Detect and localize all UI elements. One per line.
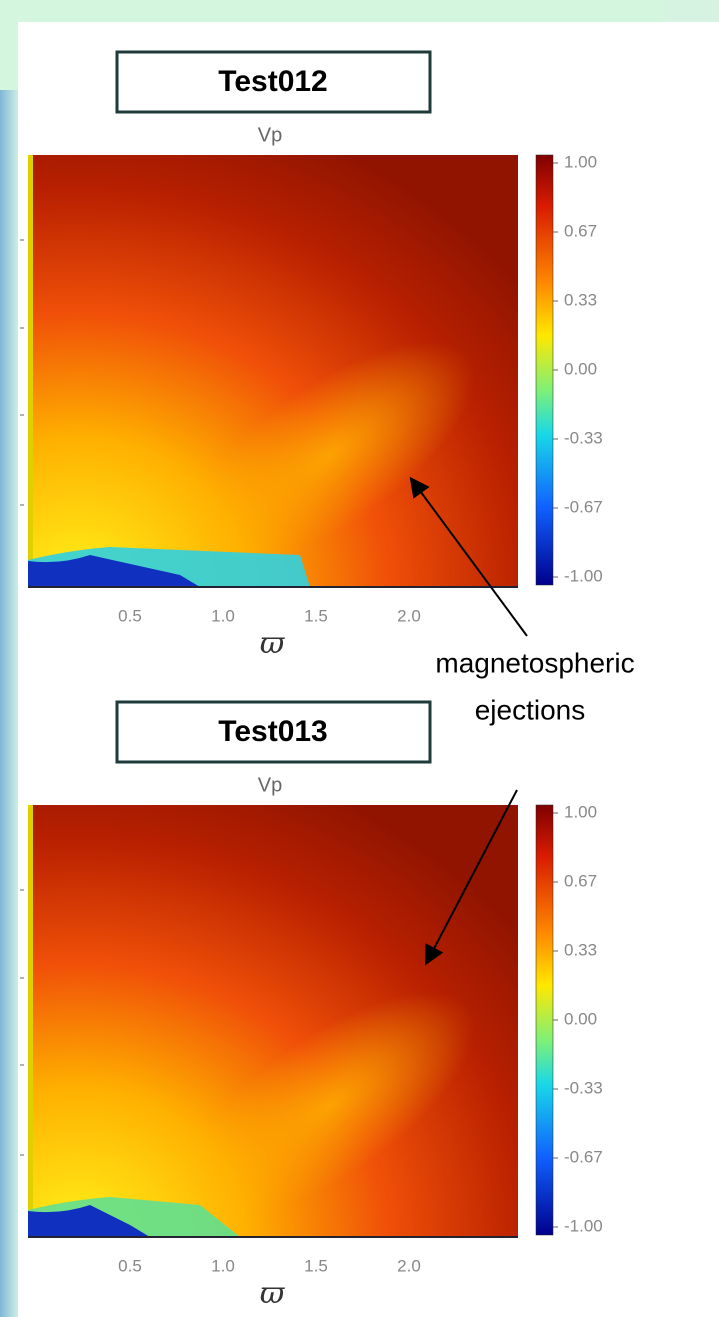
panels: Test012 Vp 1.00 0.67 0.33 0.00 -0.33 -0.67 -1.00… (20, 50, 603, 1311)
heatmap-feature (185, 341, 475, 569)
x-tick-label: 1.0 (211, 606, 235, 625)
x-axis-label: ϖ (260, 1276, 286, 1311)
inner-core (28, 555, 200, 587)
colorbar (535, 154, 554, 586)
x-tick-label: 1.5 (304, 606, 328, 625)
plot-title: Vp (258, 124, 282, 146)
colorbar (535, 804, 554, 1236)
colorbar-label: -0.67 (564, 1147, 603, 1166)
panel-label: Test013 (218, 715, 328, 748)
colorbar-label: 0.33 (564, 290, 597, 309)
colorbar-label: 1.00 (564, 152, 597, 171)
label-box (115, 50, 432, 114)
colorbar-label: -0.67 (564, 497, 603, 516)
x-tick-label: 2.0 (397, 1256, 421, 1275)
colorbar-label: 0.00 (564, 1009, 597, 1028)
axis-strip (28, 805, 33, 1237)
colorbar-label: -1.00 (564, 1216, 603, 1235)
arrow (425, 789, 518, 966)
x-tick-label: 0.5 (118, 1256, 142, 1275)
arrow (409, 476, 528, 637)
plot-title: Vp (258, 774, 282, 796)
x-tick-label: 0.5 (118, 606, 142, 625)
heatmap-feature (185, 991, 475, 1219)
x-tick-label: 1.5 (304, 1256, 328, 1275)
annotation-line: magnetospheric (435, 647, 634, 678)
inner-core (28, 1205, 150, 1237)
colorbar-label: 0.67 (564, 221, 597, 240)
colorbar-label: 0.33 (564, 940, 597, 959)
colorbar-label: 0.67 (564, 871, 597, 890)
x-tick-label: 2.0 (397, 606, 421, 625)
colorbar-label: 1.00 (564, 802, 597, 821)
label-box (115, 700, 432, 764)
colorbar-label: -1.00 (564, 566, 603, 585)
panel-label: Test012 (218, 65, 328, 98)
axis-strip (28, 155, 33, 587)
colorbar-label: -0.33 (564, 428, 603, 447)
colorbar-label: 0.00 (564, 359, 597, 378)
x-axis-label: ϖ (260, 626, 286, 661)
annotation-line: ejections (475, 694, 586, 725)
x-tick-label: 1.0 (211, 1256, 235, 1275)
colorbar-label: -0.33 (564, 1078, 603, 1097)
